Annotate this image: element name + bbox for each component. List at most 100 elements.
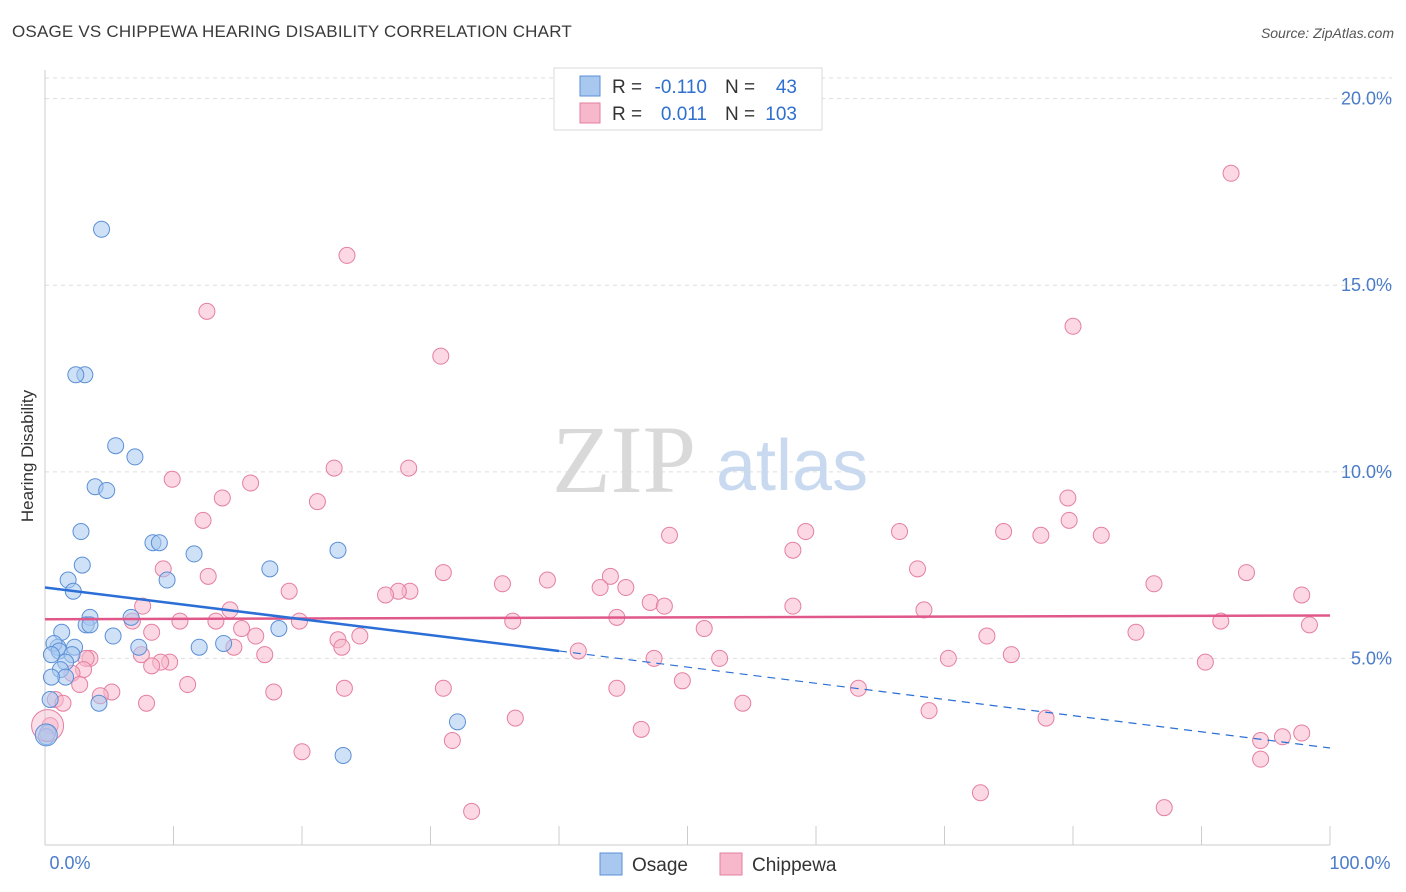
osage-point <box>93 220 111 238</box>
correlation-legend: R = -0.110 N = 43 R = 0.011 N = 103 <box>553 67 823 131</box>
osage-point <box>41 690 59 708</box>
legend-chippewa-n-label: N = <box>725 104 755 125</box>
chippewa-point <box>1002 646 1020 664</box>
chippewa-point <box>213 489 231 507</box>
osage-trend-extension <box>558 650 1331 749</box>
legend-chippewa-r-value: 0.011 <box>661 104 707 125</box>
chippewa-point <box>711 649 729 667</box>
chippewa-point <box>308 493 326 511</box>
chippewa-point <box>171 612 189 630</box>
chippewa-point <box>655 597 673 615</box>
chippewa-point <box>1092 526 1110 544</box>
chippewa-point <box>1059 489 1077 507</box>
osage-point <box>130 638 148 656</box>
osage-point <box>42 668 60 686</box>
chippewa-point <box>338 246 356 264</box>
chippewa-point <box>995 523 1013 541</box>
osage-point <box>270 620 288 638</box>
chippewa-point <box>695 620 713 638</box>
bottom-legend-chippewa-swatch <box>719 852 743 876</box>
x-tick-label-max: 100.0% <box>1329 853 1390 873</box>
legend-chippewa-swatch <box>579 102 601 124</box>
legend-chippewa-n-value: 103 <box>765 104 797 125</box>
chippewa-point <box>242 474 260 492</box>
chippewa-point <box>163 470 181 488</box>
chippewa-point <box>632 720 650 738</box>
chippewa-point <box>1155 799 1173 817</box>
chippewa-point <box>293 743 311 761</box>
chippewa-point <box>617 579 635 597</box>
chippewa-point <box>538 571 556 589</box>
grid-layer <box>45 77 1392 659</box>
chippewa-point <box>506 709 524 727</box>
legend-osage-r-label: R = <box>612 77 642 98</box>
chippewa-point <box>784 597 802 615</box>
chippewa-point <box>797 523 815 541</box>
chippewa-point <box>1300 616 1318 634</box>
legend-osage-r-value: -0.110 <box>655 77 707 98</box>
chippewa-point <box>1127 623 1145 641</box>
chippewa-point <box>978 627 996 645</box>
chippewa-point <box>971 784 989 802</box>
chippewa-point <box>1064 317 1082 335</box>
axis-layer <box>44 70 1331 846</box>
chippewa-point <box>247 627 265 645</box>
chippewa-point <box>1252 750 1270 768</box>
osage-point <box>334 746 352 764</box>
legend-osage-n-value: 43 <box>776 77 797 98</box>
osage-point <box>150 534 168 552</box>
osage-point <box>107 437 125 455</box>
chippewa-point <box>198 302 216 320</box>
osage-point <box>185 545 203 563</box>
osage-point <box>57 668 75 686</box>
series-legend: Osage Chippewa <box>599 852 837 876</box>
chippewa-point <box>569 642 587 660</box>
chippewa-point <box>290 612 308 630</box>
osage-point <box>215 634 233 652</box>
chippewa-point <box>335 679 353 697</box>
chippewa-point <box>443 732 461 750</box>
osage-point <box>34 723 58 747</box>
chippewa-point <box>661 526 679 544</box>
chippewa-point <box>1222 164 1240 182</box>
osage-point <box>104 627 122 645</box>
chippewa-point <box>400 459 418 477</box>
chippewa-point <box>143 623 161 641</box>
osage-point <box>122 608 140 626</box>
osage-point <box>261 560 279 578</box>
watermark: ZIP atlas <box>552 406 868 513</box>
legend-osage-swatch <box>579 75 601 97</box>
chippewa-point <box>673 672 691 690</box>
chippewa-point <box>1293 724 1311 742</box>
chippewa-point <box>179 676 197 694</box>
chippewa-point <box>233 620 251 638</box>
y-tick-label: 5.0% <box>1351 648 1392 668</box>
chippewa-point <box>920 702 938 720</box>
chippewa-point <box>1037 709 1055 727</box>
points-layer <box>31 164 1318 820</box>
chippewa-point <box>143 657 161 675</box>
legend-chippewa-r-label: R = <box>612 104 642 125</box>
chippewa-point <box>1212 612 1230 630</box>
osage-point <box>126 448 144 466</box>
chippewa-point <box>434 564 452 582</box>
trend-layer <box>44 586 1331 749</box>
chippewa-point <box>1293 586 1311 604</box>
watermark-zip: ZIP <box>552 406 696 513</box>
chippewa-point <box>138 694 156 712</box>
osage-trend-line <box>44 586 560 653</box>
osage-point <box>73 556 91 574</box>
chart-source: Source: ZipAtlas.com <box>1260 25 1394 41</box>
osage-point <box>90 694 108 712</box>
osage-point <box>329 541 347 559</box>
chippewa-point <box>909 560 927 578</box>
chippewa-point <box>325 459 343 477</box>
y-tick-labels: 5.0% 10.0% 15.0% 20.0% <box>1341 89 1392 669</box>
chippewa-point <box>1196 653 1214 671</box>
chippewa-point <box>434 679 452 697</box>
chippewa-point <box>280 582 298 600</box>
chippewa-point <box>734 694 752 712</box>
chippewa-point <box>493 575 511 593</box>
chippewa-point <box>207 612 225 630</box>
